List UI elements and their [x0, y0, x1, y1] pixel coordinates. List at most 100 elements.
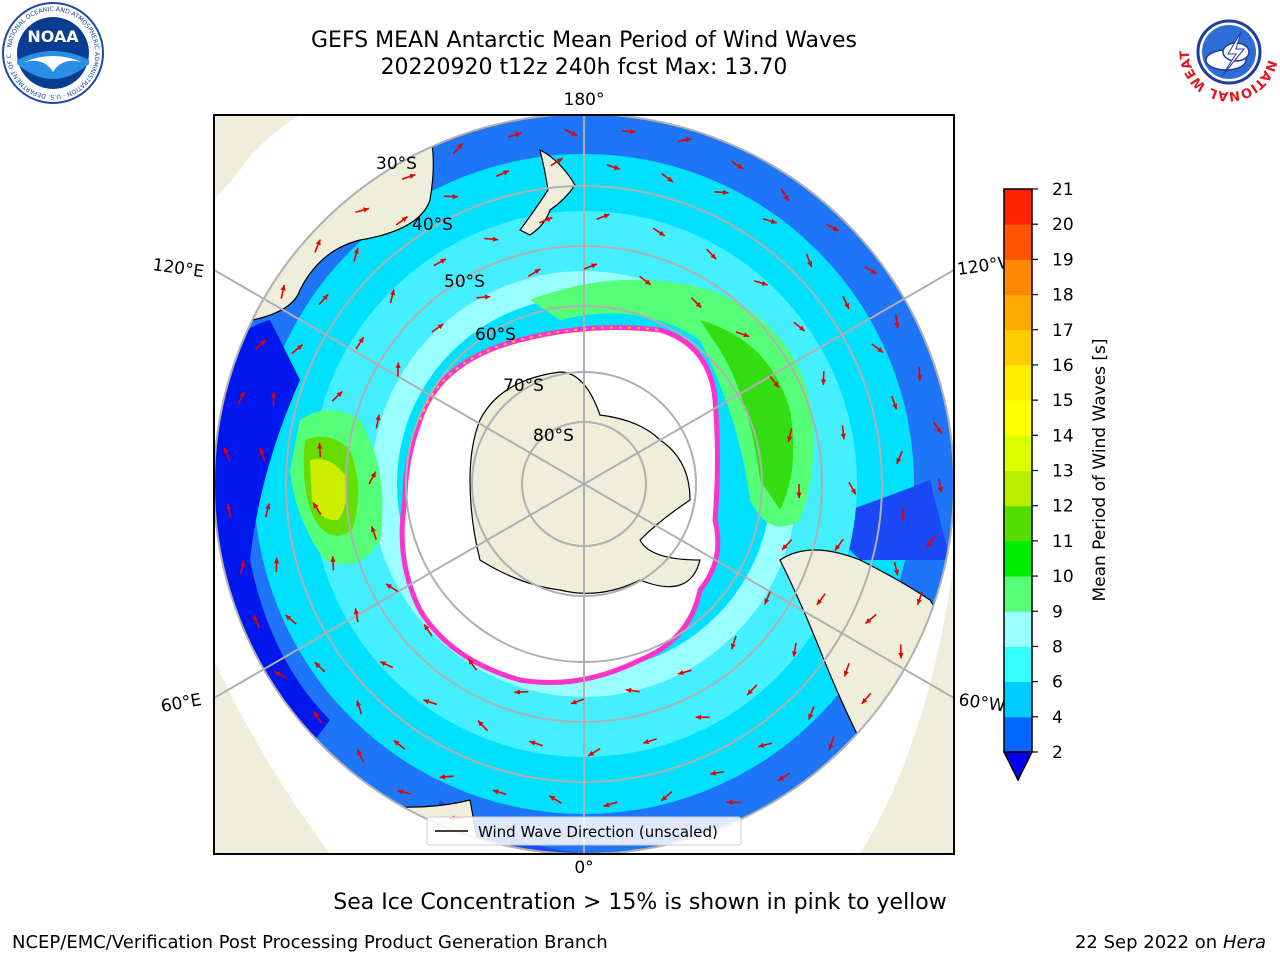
- wave-arrow-head: [737, 163, 744, 169]
- wave-arrow-head: [529, 740, 536, 746]
- wave-arrow-head: [820, 379, 827, 386]
- colorbar-extend-triangle: [1002, 751, 1034, 782]
- lat-label-30s: 30°S: [376, 154, 417, 174]
- colorbar-tick-label: 9: [1052, 602, 1063, 622]
- wave-arrow-head: [401, 216, 408, 222]
- wave-arrow-head: [588, 750, 595, 756]
- wave-arrow-head: [844, 302, 850, 309]
- wave-arrow-head: [630, 128, 636, 135]
- colorbar-tick-label: 16: [1052, 356, 1074, 376]
- wave-arrow-head: [726, 799, 733, 805]
- wave-arrow-head: [678, 670, 684, 676]
- wave-arrow-head: [353, 608, 359, 615]
- land-corner-sw: [214, 660, 330, 854]
- wave-arrow-head: [777, 775, 784, 781]
- wave-arrow-head: [828, 743, 834, 750]
- wave-arrow-head: [571, 130, 578, 136]
- wave-arrow-head: [468, 658, 474, 665]
- wave-arrow-head: [808, 713, 814, 720]
- wave-arrow-head: [661, 795, 668, 801]
- wave-arrow-head: [770, 218, 777, 224]
- wave-arrow-head: [758, 742, 765, 748]
- wave-arrow-head: [798, 325, 805, 332]
- wind-wave-arrows: [223, 128, 944, 845]
- wave-arrow-head: [423, 699, 430, 705]
- colorbar-tick-label: 19: [1052, 250, 1074, 270]
- colorbar-segment: [1004, 470, 1032, 507]
- wave-arrow-head: [722, 189, 729, 196]
- wave-arrow-head: [840, 433, 846, 440]
- colorbar-tick-label: 17: [1052, 321, 1074, 341]
- wave-arrow-head: [317, 443, 323, 449]
- noaa-logo-text: NOAA: [27, 27, 79, 46]
- colorbar-segment: [1004, 646, 1032, 683]
- wave-arrow-head: [259, 448, 265, 455]
- wave-arrow-head: [773, 381, 779, 388]
- colorbar-segment: [1004, 576, 1032, 612]
- wave-arrow-head: [356, 700, 362, 707]
- wave-arrow-head: [861, 698, 868, 704]
- noaa-logo: NOAA NATIONAL OCEANIC AND ATMOSPHERIC AD…: [2, 2, 104, 104]
- colorbar-tick-label: 14: [1052, 426, 1074, 446]
- wave-arrow-head: [730, 643, 736, 650]
- wave-arrow-head: [224, 447, 229, 454]
- colorbar-segment: [1004, 400, 1032, 436]
- colorbar-tick-label: 12: [1052, 497, 1074, 517]
- wave-arrow-head: [322, 294, 329, 301]
- wave-arrow-head: [503, 170, 510, 176]
- wave-arrow-head: [409, 173, 416, 179]
- wave-arrow-head: [259, 339, 266, 346]
- wave-arrow-head: [644, 279, 651, 285]
- legend-text: Wind Wave Direction (unscaled): [478, 823, 718, 841]
- wave-arrow-head: [850, 488, 856, 495]
- wave-arrow-head: [782, 544, 788, 550]
- meridian-60e-120w: [214, 269, 954, 699]
- wave-arrow-head: [937, 486, 944, 493]
- wave-arrow-head: [296, 344, 303, 351]
- wave-arrow-head: [253, 615, 259, 622]
- wave-arrow-head: [240, 560, 246, 567]
- colorbar-segment: [1004, 189, 1032, 225]
- colorbar-tick-label: 20: [1052, 215, 1074, 235]
- lon-label-120e: 120°E: [151, 255, 205, 282]
- wave-arrow-head: [896, 457, 902, 464]
- colorbar-tick-label: 21: [1052, 180, 1074, 200]
- colorbar-label: Mean Period of Wind Waves [s]: [1090, 338, 1110, 601]
- wave-arrow-head: [371, 526, 376, 533]
- wave-arrow-head: [614, 165, 620, 170]
- land-corner-nw: [214, 115, 300, 200]
- lat-label-70s: 70°S: [503, 376, 544, 396]
- wave-arrow-head: [315, 239, 321, 246]
- legend-box: [426, 816, 742, 846]
- wave-arrow-head: [358, 337, 364, 344]
- colorbar-tick-label: 4: [1052, 708, 1063, 728]
- wave-arrow-head: [695, 302, 702, 308]
- footer-date-text: 22 Sep 2022 on: [1074, 932, 1218, 953]
- period-patch-indian-core: [310, 459, 347, 521]
- wave-arrow-head: [314, 662, 321, 668]
- wave-arrow-head: [865, 617, 872, 624]
- wave-arrow-head: [926, 541, 933, 548]
- wave-arrow-head: [900, 515, 906, 521]
- wave-arrow-head: [695, 714, 702, 720]
- colorbar-tick-label: 8: [1052, 637, 1063, 657]
- graticule: [214, 115, 954, 854]
- lon-label-180: 180°: [564, 90, 605, 110]
- wave-arrow-head: [792, 651, 798, 657]
- wave-arrow-head: [556, 158, 563, 164]
- wave-arrow-head: [796, 492, 802, 498]
- wave-arrow-head: [363, 207, 369, 213]
- wave-arrow-head: [492, 236, 499, 242]
- wave-arrow-head: [916, 375, 923, 381]
- colorbar-tick-label: 11: [1052, 532, 1074, 552]
- wave-arrow-head: [877, 347, 884, 353]
- wave-arrow-head: [783, 195, 789, 202]
- wave-arrow-head: [393, 740, 400, 746]
- wave-arrow-head: [274, 671, 281, 677]
- colorbar-tick-label: 10: [1052, 567, 1074, 587]
- wave-arrow-head: [265, 503, 271, 510]
- colorbar-segment: [1004, 611, 1032, 647]
- wave-arrow-head: [570, 699, 577, 705]
- wave-arrow-head: [764, 598, 770, 605]
- lat-label-60s: 60°S: [475, 325, 516, 345]
